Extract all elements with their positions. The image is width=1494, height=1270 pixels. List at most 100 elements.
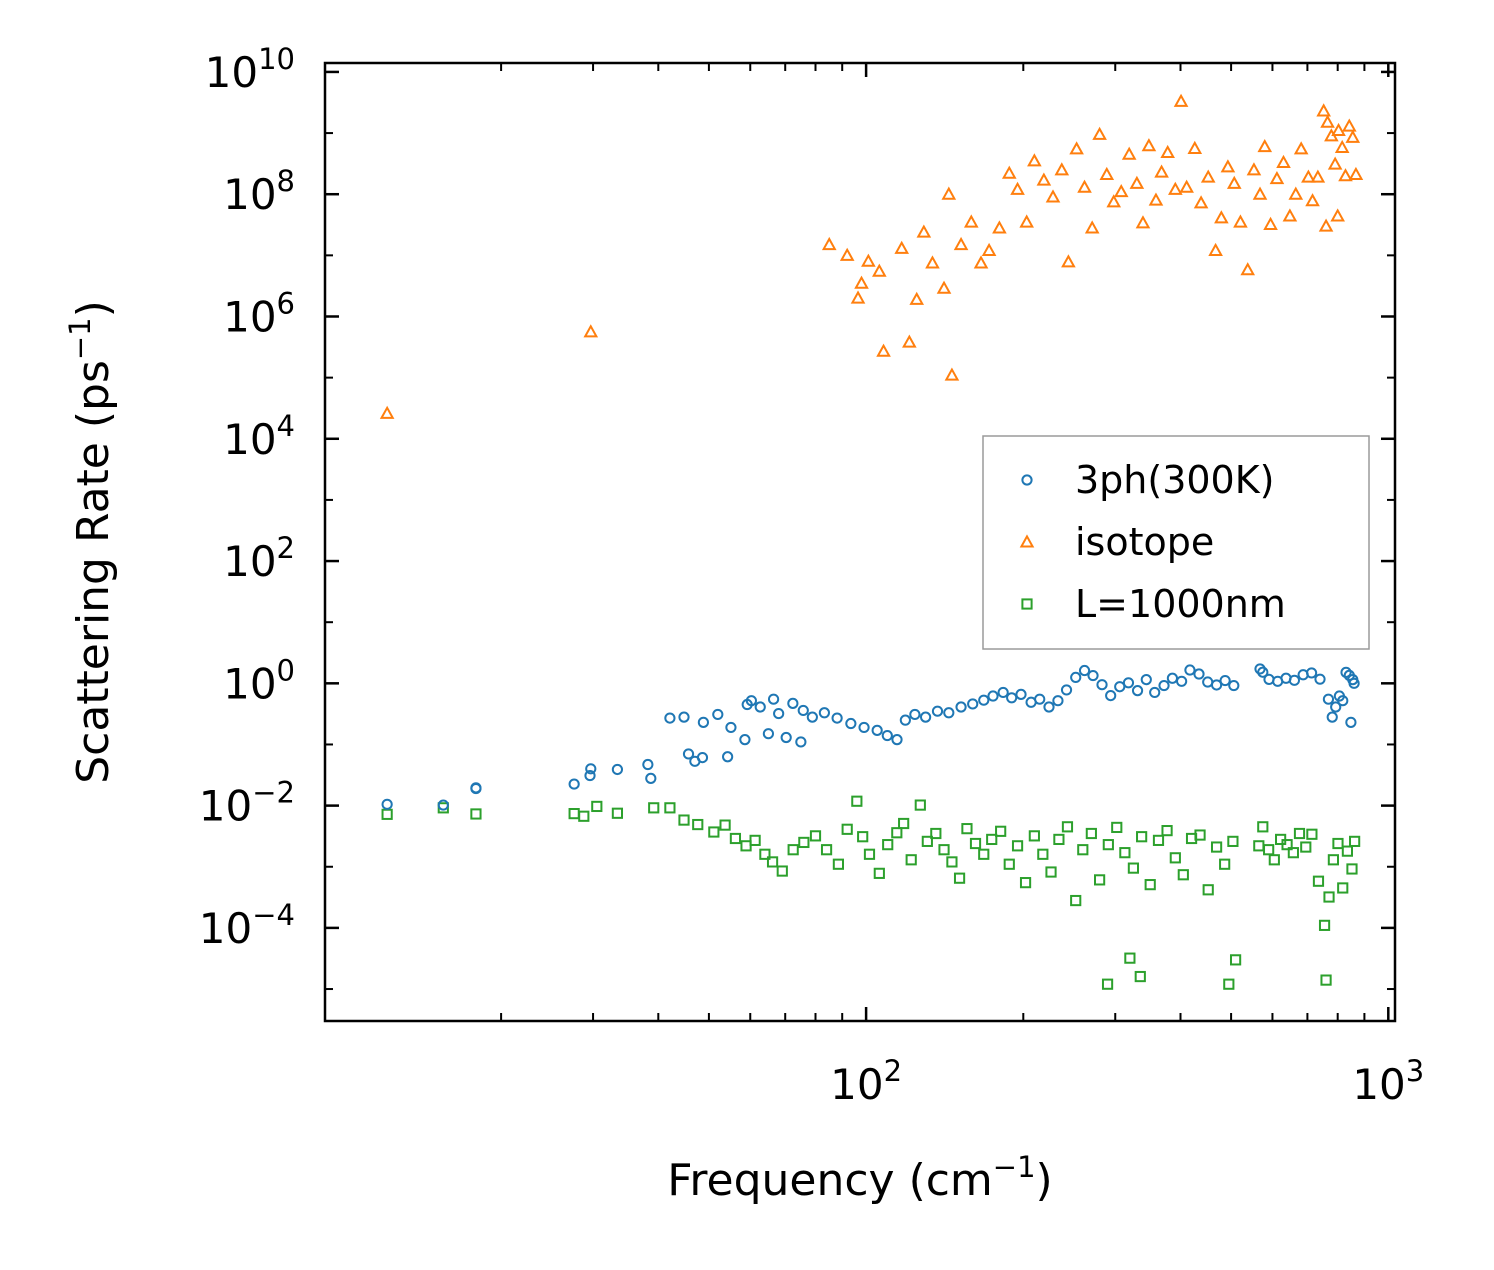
triangle-point [1226,175,1242,189]
circle-point [1006,692,1018,704]
square-point [1293,827,1306,840]
triangle-point [1084,220,1100,234]
square-point [857,831,869,843]
circle-point [664,712,676,724]
circle-point [1305,667,1318,679]
circle-point [1158,679,1170,692]
square-point [1263,844,1275,856]
triangle-point [861,253,876,267]
circle-point [722,751,734,763]
square-point [776,865,788,877]
square-point [1312,875,1325,887]
square-point [1306,828,1318,840]
circle-point [678,711,690,723]
square-point [729,832,742,845]
square-point [938,844,950,856]
circle-point [1052,695,1064,707]
square-point [591,800,603,813]
circle-point [1105,690,1117,702]
triangle-point [981,242,997,256]
square-point [1169,852,1181,864]
circle-point [1184,664,1196,676]
square-point [1134,970,1146,983]
square-point [820,844,833,856]
circle-point [745,695,757,707]
circle-point [697,716,709,728]
triangle-point [1077,179,1092,193]
series-l-1000nm [381,795,1361,990]
circle-point [1114,681,1126,693]
circle-point [568,778,580,790]
circle-point [1314,673,1326,685]
triangle-point [583,324,599,338]
square-point [1229,954,1242,966]
triangle-point [953,236,969,251]
triangle-point [1220,159,1236,173]
triangle-point [1045,189,1061,203]
y-tick-label: 106 [223,286,295,341]
triangle-point [1187,140,1203,154]
x-tick-label: 102 [830,1054,902,1109]
x-tick-label: 103 [1352,1054,1424,1109]
triangle-point [1099,166,1115,180]
triangle-point [894,240,910,254]
triangle-point [1141,138,1157,152]
triangle-point [1301,169,1316,183]
triangle-point [1345,129,1361,143]
triangle-point [1331,122,1346,137]
circle-point [987,690,999,702]
square-point [1320,974,1332,986]
square-point [1202,884,1214,896]
triangle-point [902,334,917,348]
y-tick-label: 1010 [205,42,295,97]
legend: 3ph(300K) isotope L=1000nm [982,435,1370,650]
square-point [1003,858,1015,870]
triangle-point [1148,192,1164,206]
square-point [1045,866,1057,878]
circle-point [1131,685,1144,697]
triangle-point [1233,214,1248,228]
circle-point [997,686,1009,699]
circle-point [1337,695,1349,707]
square-point [1337,882,1349,894]
triangle-point [992,220,1007,234]
triangle-point [1318,218,1334,232]
triangle-point [1179,179,1194,193]
square-point [1037,848,1049,860]
triangle-point [1263,216,1278,230]
triangle-point [1341,118,1357,132]
circle-point [739,734,751,746]
circle-point [1060,684,1073,696]
circle-point [1193,668,1205,680]
square-point [787,844,799,856]
circle-point [1122,677,1135,689]
square-point [798,836,810,849]
circle-point [978,694,990,706]
triangle-point [1168,181,1183,195]
data-markers [379,93,1364,990]
x-axis-title: Frequency (cm−1) [667,1150,1052,1206]
square-point [759,848,771,860]
square-point [1223,978,1235,990]
y-tick-label: 108 [223,164,295,219]
square-point [1136,831,1148,843]
square-point [1101,978,1114,990]
circle-point [1140,674,1152,686]
triangle-point [1010,181,1025,195]
triangle-point [839,247,855,261]
circle-point [909,708,921,721]
legend-marker-circle [1021,474,1033,486]
triangle-point [1348,166,1364,180]
square-point [1085,827,1097,840]
square-point [1102,839,1114,851]
circle-point [1210,679,1223,691]
circle-point [920,711,932,723]
circle-point [645,772,657,784]
circle-point [1348,677,1360,689]
square-point [1268,854,1280,866]
square-point [921,835,933,847]
square-point [914,799,926,811]
circle-point [767,693,780,705]
square-point [1349,835,1361,847]
circle-point [871,724,883,736]
